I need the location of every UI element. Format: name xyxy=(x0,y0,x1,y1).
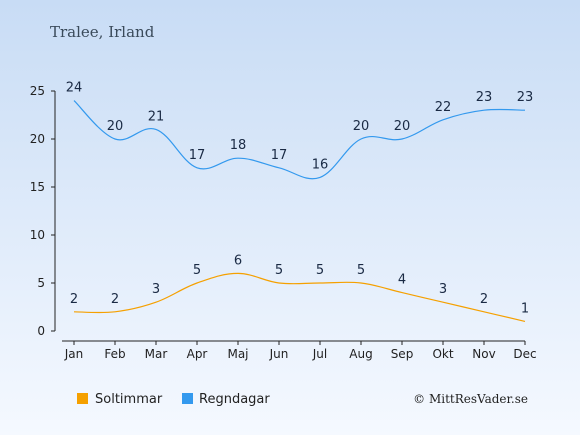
data-label: 21 xyxy=(148,109,165,124)
data-label: 6 xyxy=(234,253,242,268)
data-label: 3 xyxy=(439,282,447,297)
x-tick-label: Feb xyxy=(104,347,125,361)
series-line-regndagar xyxy=(73,100,526,180)
legend: Soltimmar Regndagar xyxy=(77,392,270,407)
y-tick-label: 0 xyxy=(37,324,45,338)
x-tick-label: Aug xyxy=(349,347,372,361)
data-label: 4 xyxy=(398,273,406,288)
x-tick-label: Jan xyxy=(64,347,84,361)
data-label: 5 xyxy=(316,263,324,278)
copyright: © MittResVader.se xyxy=(413,392,528,406)
data-label: 5 xyxy=(357,263,365,278)
data-label: 1 xyxy=(521,301,529,316)
y-tick-label: 20 xyxy=(30,132,45,146)
data-label: 18 xyxy=(230,138,247,153)
data-label: 23 xyxy=(517,90,534,105)
data-label: 17 xyxy=(189,148,206,163)
legend-label-soltimmar: Soltimmar xyxy=(95,392,163,407)
x-tick-label: Dec xyxy=(513,347,536,361)
legend-swatch-regndagar xyxy=(182,393,193,404)
data-label: 24 xyxy=(66,81,83,96)
y-tick-label: 5 xyxy=(37,276,45,290)
chart-title: Tralee, Irland xyxy=(50,23,155,41)
data-label: 2 xyxy=(70,292,78,307)
data-label: 23 xyxy=(476,90,493,105)
x-tick-label: Jul xyxy=(312,347,327,361)
x-tick-label: Nov xyxy=(472,347,495,361)
data-label: 5 xyxy=(275,263,283,278)
data-label: 5 xyxy=(193,263,201,278)
y-tick-label: 15 xyxy=(30,180,45,194)
x-tick-label: Okt xyxy=(432,347,453,361)
series-layer xyxy=(73,100,526,322)
data-label: 20 xyxy=(107,119,124,134)
data-label: 16 xyxy=(312,157,329,172)
data-label: 20 xyxy=(353,119,370,134)
data-label: 17 xyxy=(271,148,288,163)
data-label: 2 xyxy=(480,292,488,307)
x-tick-label: Sep xyxy=(391,347,414,361)
x-tick-label: Maj xyxy=(227,347,248,361)
legend-swatch-soltimmar xyxy=(77,393,88,404)
data-label: 3 xyxy=(152,282,160,297)
x-tick-label: Mar xyxy=(145,347,168,361)
data-label: 2 xyxy=(111,292,119,307)
y-tick-label: 10 xyxy=(30,228,45,242)
legend-label-regndagar: Regndagar xyxy=(199,392,270,407)
y-tick-label: 25 xyxy=(30,84,45,98)
x-tick-label: Jun xyxy=(269,347,289,361)
data-label: 20 xyxy=(394,119,411,134)
data-label: 22 xyxy=(435,100,452,115)
series-line-soltimmar xyxy=(73,272,526,322)
x-tick-label: Apr xyxy=(187,347,208,361)
